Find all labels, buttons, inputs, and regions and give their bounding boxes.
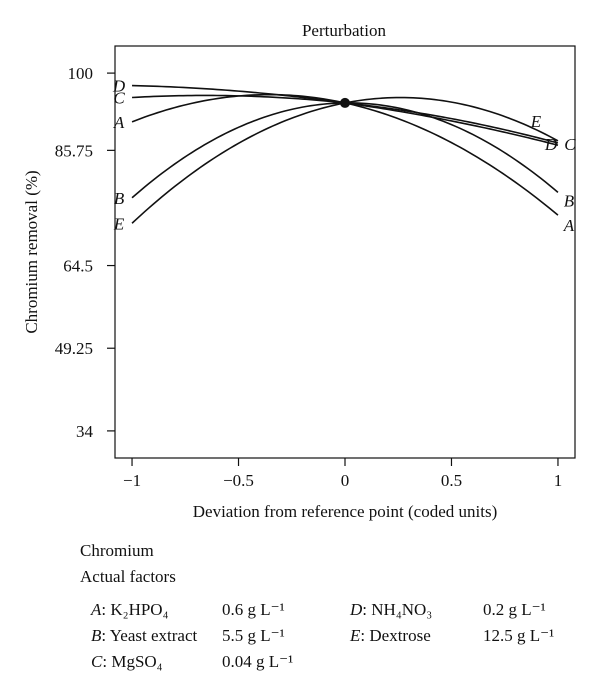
curve-label-b-right: B	[564, 191, 575, 210]
axes: −1 −0.5 0 0.5 1 34 49.25 64.5 85.75 100	[55, 64, 562, 490]
x-tick-label: −0.5	[223, 471, 254, 490]
curve-label-c-left: C	[113, 89, 125, 108]
x-tick-label: −1	[123, 471, 141, 490]
x-tick-label: 0	[341, 471, 350, 490]
y-axis-label: Chromium removal (%)	[22, 170, 41, 333]
curve-label-a-left: A	[113, 113, 125, 132]
y-tick-label: 49.25	[55, 339, 93, 358]
curve-label-e-right: E	[530, 112, 542, 131]
curve-label-e-left: E	[113, 214, 125, 233]
y-tick-label: 85.75	[55, 141, 93, 160]
curve-d	[132, 84, 559, 146]
curve-label-a-right: A	[563, 216, 575, 235]
curve-label-b-left: B	[114, 189, 125, 208]
y-tick-label: 34	[76, 422, 94, 441]
x-tick-label: 1	[554, 471, 563, 490]
y-tick-label: 64.5	[63, 257, 93, 276]
curves	[131, 84, 559, 224]
chart-title: Perturbation	[302, 21, 387, 40]
x-tick-label: 0.5	[441, 471, 462, 490]
x-axis-label: Deviation from reference point (coded un…	[193, 502, 497, 521]
curve-label-d-left: D	[112, 77, 126, 96]
curve-e	[131, 96, 559, 224]
y-tick-label: 100	[68, 64, 94, 83]
curve-label-c-right: C	[564, 135, 576, 154]
curve-b	[131, 102, 559, 199]
curve-label-d-right: D	[544, 135, 558, 154]
reference-point	[340, 97, 350, 108]
